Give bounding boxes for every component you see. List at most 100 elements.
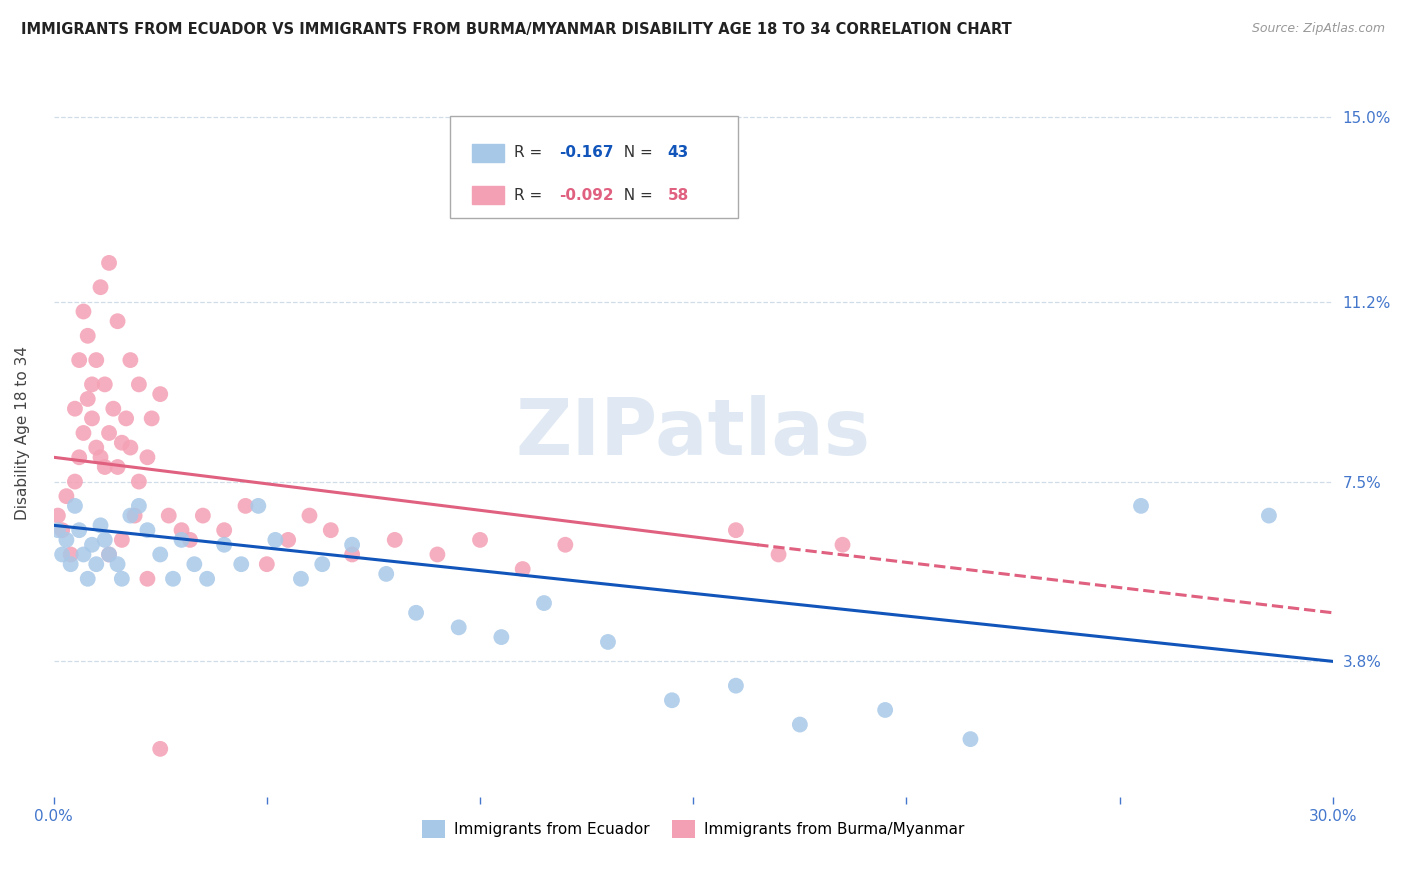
Point <box>89 280 111 294</box>
Point <box>98 548 121 562</box>
Point <box>512 562 534 576</box>
Point <box>63 499 86 513</box>
Point <box>141 411 163 425</box>
Point <box>103 401 125 416</box>
Text: R =: R = <box>515 188 547 202</box>
Point <box>107 557 129 571</box>
Point <box>724 679 747 693</box>
Point <box>72 425 94 440</box>
Point <box>80 377 103 392</box>
Point <box>831 538 853 552</box>
Point <box>46 523 69 537</box>
Point <box>120 441 142 455</box>
Point <box>298 508 321 523</box>
Point <box>661 693 683 707</box>
Point <box>149 742 172 756</box>
Point <box>596 635 619 649</box>
Point <box>120 508 142 523</box>
Point <box>277 533 299 547</box>
Point <box>319 523 342 537</box>
Point <box>63 475 86 489</box>
Point <box>447 620 470 634</box>
Text: ZIPatlas: ZIPatlas <box>516 395 870 471</box>
Point <box>128 475 150 489</box>
Point <box>51 523 73 537</box>
Point <box>311 557 333 571</box>
Point <box>149 548 172 562</box>
Point <box>375 566 398 581</box>
Point <box>340 548 363 562</box>
Point <box>67 353 90 368</box>
Point <box>84 441 107 455</box>
Point <box>84 353 107 368</box>
Point <box>51 548 73 562</box>
Point <box>107 314 129 328</box>
Bar <box>472 144 503 161</box>
Point <box>179 533 201 547</box>
Point <box>1258 508 1281 523</box>
Point <box>67 523 90 537</box>
Text: -0.092: -0.092 <box>560 188 613 202</box>
Point <box>98 548 121 562</box>
Point <box>128 499 150 513</box>
Text: N =: N = <box>614 188 658 202</box>
Point <box>98 256 121 270</box>
Point <box>768 548 790 562</box>
Point <box>72 304 94 318</box>
Point <box>491 630 513 644</box>
Point <box>94 377 117 392</box>
Point <box>55 489 77 503</box>
Point <box>89 450 111 465</box>
Point <box>426 548 449 562</box>
Point <box>264 533 287 547</box>
Point <box>183 557 205 571</box>
Point <box>120 353 142 368</box>
Point <box>195 572 218 586</box>
Point <box>46 508 69 523</box>
Point <box>468 533 491 547</box>
Point <box>59 548 82 562</box>
Point <box>84 557 107 571</box>
Point <box>111 533 134 547</box>
Point <box>533 596 555 610</box>
Point <box>170 533 193 547</box>
Point <box>157 508 180 523</box>
Point <box>149 387 172 401</box>
FancyBboxPatch shape <box>450 116 738 218</box>
Point <box>107 460 129 475</box>
Point <box>76 572 98 586</box>
Point <box>191 508 214 523</box>
Point <box>212 538 235 552</box>
Point <box>89 518 111 533</box>
Text: -0.167: -0.167 <box>560 145 613 161</box>
Point <box>875 703 897 717</box>
Y-axis label: Disability Age 18 to 34: Disability Age 18 to 34 <box>15 346 30 520</box>
Text: R =: R = <box>515 145 547 161</box>
Point <box>136 523 159 537</box>
Point <box>80 538 103 552</box>
Text: N =: N = <box>614 145 658 161</box>
Text: Source: ZipAtlas.com: Source: ZipAtlas.com <box>1251 22 1385 36</box>
Point <box>290 572 312 586</box>
Point <box>136 450 159 465</box>
Point <box>98 425 121 440</box>
Point <box>170 523 193 537</box>
Point <box>128 377 150 392</box>
Bar <box>472 186 503 204</box>
Point <box>55 533 77 547</box>
Text: IMMIGRANTS FROM ECUADOR VS IMMIGRANTS FROM BURMA/MYANMAR DISABILITY AGE 18 TO 34: IMMIGRANTS FROM ECUADOR VS IMMIGRANTS FR… <box>21 22 1012 37</box>
Point <box>80 411 103 425</box>
Text: 43: 43 <box>668 145 689 161</box>
Point <box>724 523 747 537</box>
Point <box>111 572 134 586</box>
Point <box>76 328 98 343</box>
Point <box>63 401 86 416</box>
Legend: Immigrants from Ecuador, Immigrants from Burma/Myanmar: Immigrants from Ecuador, Immigrants from… <box>416 814 972 845</box>
Point <box>59 557 82 571</box>
Point <box>384 533 406 547</box>
Point <box>231 557 253 571</box>
Text: 58: 58 <box>668 188 689 202</box>
Point <box>405 606 427 620</box>
Point <box>111 435 134 450</box>
Point <box>94 460 117 475</box>
